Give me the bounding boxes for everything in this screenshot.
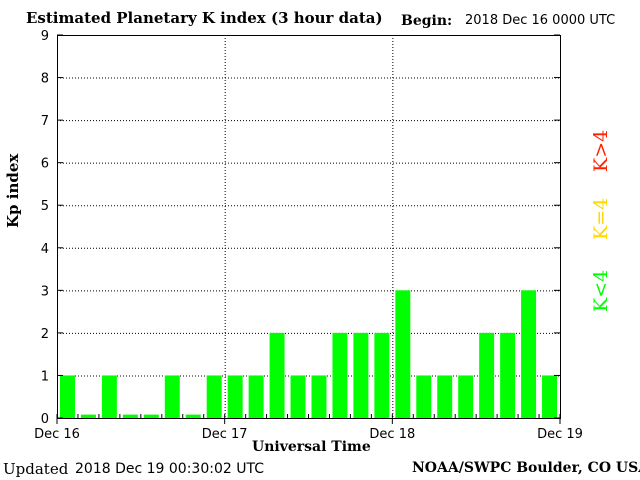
- y-tick-label: 3: [41, 284, 49, 299]
- kp-bar: [143, 414, 159, 418]
- kp-bar: [290, 375, 306, 418]
- legend-k-equal-4: K=4: [590, 197, 612, 240]
- y-tick-label: 5: [41, 199, 49, 214]
- y-tick-label: 4: [41, 242, 49, 257]
- kp-bar: [122, 414, 138, 418]
- kp-bar: [60, 375, 75, 418]
- kp-bar: [227, 375, 243, 418]
- x-tick-label: Dec 19: [537, 427, 583, 442]
- kp-bar: [542, 375, 557, 418]
- begin-label: Begin:: [401, 13, 453, 29]
- tick-labels: 0 1 2 3 4 5 6 7 8 9 Dec 16 Dec 17 Dec 18 Dec 19: [34, 29, 583, 442]
- kp-bar: [185, 414, 201, 418]
- x-tick-label: Dec 17: [202, 427, 248, 442]
- kp-bar: [248, 375, 264, 418]
- kp-bar: [458, 375, 474, 418]
- kp-bar: [374, 332, 390, 418]
- kp-bar: [479, 332, 495, 418]
- kp-bar: [416, 375, 432, 418]
- kp-bar: [353, 332, 369, 418]
- kp-bar: [521, 290, 537, 418]
- x-tick-label: Dec 18: [369, 427, 415, 442]
- updated-label: Updated: [3, 460, 69, 478]
- plot-frame: [57, 35, 561, 419]
- kp-bar: [311, 375, 327, 418]
- kp-bar: [332, 332, 348, 418]
- legend-k-less-4: K<4: [590, 269, 612, 312]
- kp-bar: [80, 414, 96, 418]
- kp-bar: [269, 332, 285, 418]
- x-tick-label: Dec 16: [34, 427, 80, 442]
- chart-title: Estimated Planetary K index (3 hour data…: [26, 9, 383, 27]
- grid-lines: [57, 35, 560, 418]
- bars: [60, 290, 557, 418]
- y-tick-label: 6: [41, 157, 49, 172]
- kp-bar: [164, 375, 180, 418]
- y-tick-label: 8: [41, 72, 49, 87]
- axes: [56, 34, 561, 424]
- begin-value: 2018 Dec 16 0000 UTC: [465, 13, 616, 28]
- kp-bar: [500, 332, 516, 418]
- kp-bar: [395, 290, 411, 418]
- y-tick-label: 1: [41, 369, 49, 384]
- updated-value: 2018 Dec 19 00:30:02 UTC: [75, 461, 264, 477]
- y-tick-label: 0: [41, 412, 49, 427]
- legend-k-greater-4: K>4: [590, 129, 612, 172]
- y-tick-label: 9: [41, 29, 49, 44]
- credit-text: NOAA/SWPC Boulder, CO USA: [412, 460, 640, 476]
- kp-bar: [101, 375, 117, 418]
- kp-bar: [206, 375, 222, 418]
- x-axis-label: Universal Time: [252, 439, 371, 455]
- kp-bar: [437, 375, 453, 418]
- y-tick-label: 2: [41, 327, 49, 342]
- y-tick-label: 7: [41, 114, 49, 129]
